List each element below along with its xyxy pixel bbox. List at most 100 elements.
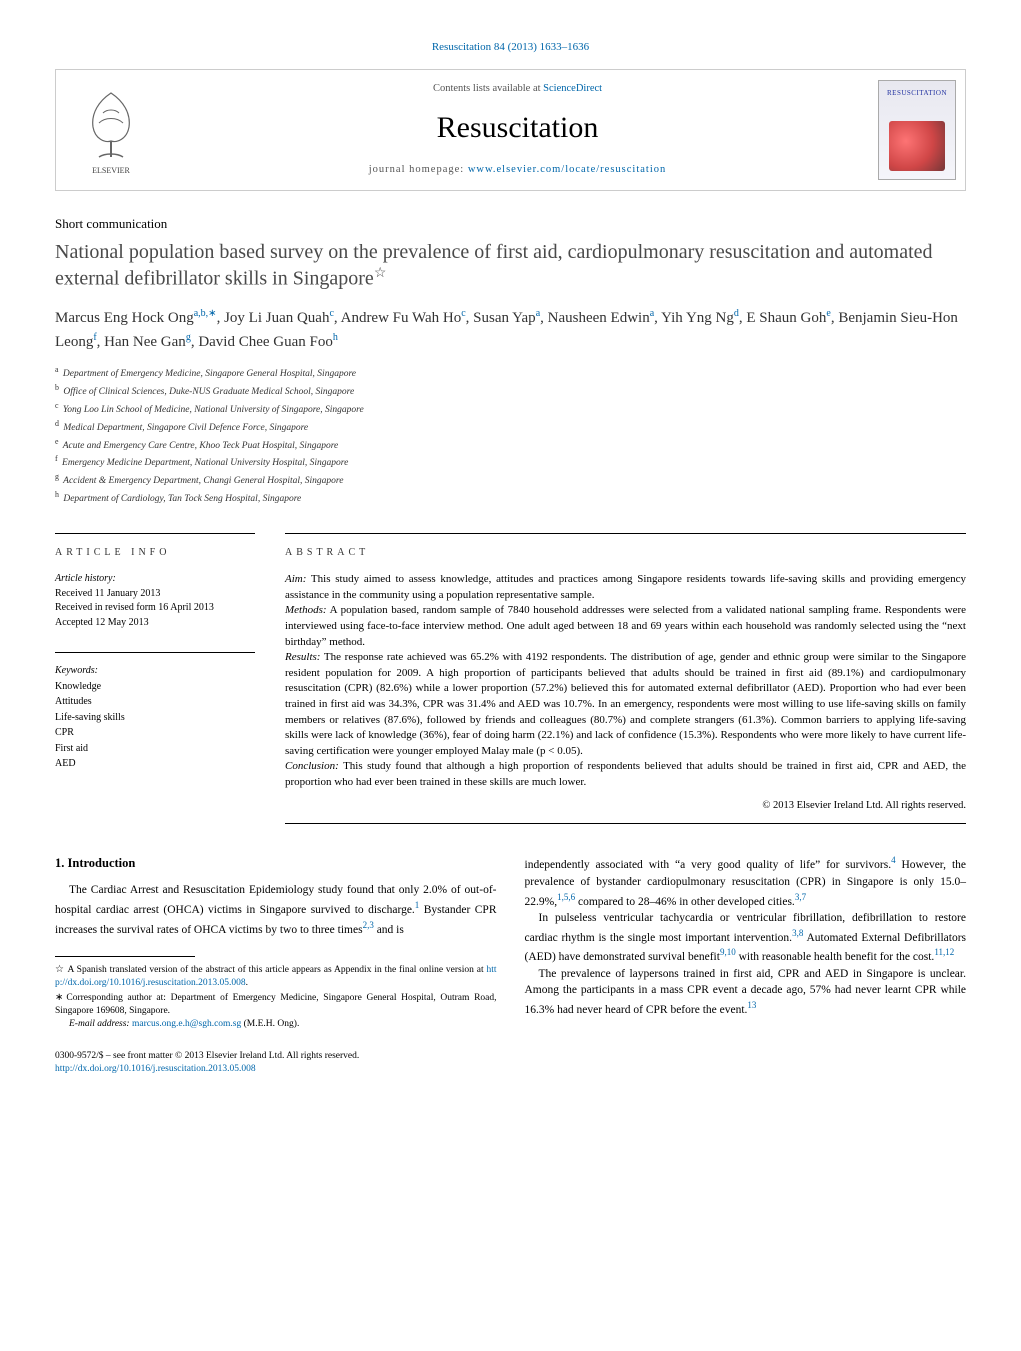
author: Andrew Fu Wah Ho <box>341 310 462 326</box>
body-text: with reasonable health benefit for the c… <box>736 951 935 963</box>
affil-key: h <box>55 490 59 499</box>
affil-key: f <box>55 454 58 463</box>
contents-prefix: Contents lists available at <box>433 83 543 94</box>
article-title-text: National population based survey on the … <box>55 241 933 290</box>
abstract-para-label: Conclusion: <box>285 760 339 772</box>
body-text: The prevalence of laypersons trained in … <box>525 968 967 1016</box>
abstract-column: abstract Aim: This study aimed to assess… <box>285 533 966 824</box>
copyright-line: © 2013 Elsevier Ireland Ltd. All rights … <box>285 799 966 814</box>
author: Nausheen Edwin <box>548 310 650 326</box>
affiliation: b Office of Clinical Sciences, Duke-NUS … <box>55 382 966 400</box>
author: David Chee Guan Foo <box>198 334 333 350</box>
info-divider <box>55 652 255 653</box>
author-affil-sup: c <box>461 308 465 319</box>
affil-key: b <box>55 383 59 392</box>
footnote-text: . <box>246 978 248 988</box>
footnotes: ☆A Spanish translated version of the abs… <box>55 963 497 1031</box>
author-affil-sup: f <box>93 332 96 343</box>
body-text: compared to 28–46% in other developed ci… <box>575 895 795 907</box>
citation-ref[interactable]: 3,7 <box>795 892 806 902</box>
journal-cover-thumbnail: RESUSCITATION <box>878 80 956 180</box>
article-info-heading: article info <box>55 546 255 560</box>
article-title: National population based survey on the … <box>55 239 966 292</box>
journal-title: Resuscitation <box>437 107 599 149</box>
elsevier-tree-icon: ELSEVIER <box>69 83 154 178</box>
intro-para-4: The prevalence of laypersons trained in … <box>525 966 967 1019</box>
author-affil-sup: a <box>650 308 654 319</box>
author: E Shaun Goh <box>746 310 826 326</box>
citation-ref[interactable]: 2,3 <box>363 920 374 930</box>
author: Joy Li Juan Quah <box>224 310 329 326</box>
header-center: Contents lists available at ScienceDirec… <box>166 70 869 189</box>
affiliation: g Accident & Emergency Department, Chang… <box>55 471 966 489</box>
affil-key: g <box>55 472 59 481</box>
footnote-rule <box>55 956 195 957</box>
spanish-note: ☆A Spanish translated version of the abs… <box>55 963 497 991</box>
email-line: E-mail address: marcus.ong.e.h@sgh.com.s… <box>55 1018 497 1031</box>
cover-thumb-cell: RESUSCITATION <box>869 70 965 189</box>
abstract-paragraph: Results: The response rate achieved was … <box>285 650 966 759</box>
author-email-link[interactable]: marcus.ong.e.h@sgh.com.sg <box>132 1019 241 1029</box>
corresponding-author: ∗Corresponding author at: Department of … <box>55 991 497 1019</box>
affiliation: c Yong Loo Lin School of Medicine, Natio… <box>55 400 966 418</box>
keywords-block: Keywords: Knowledge Attitudes Life-saving … <box>55 663 255 772</box>
author-affil-sup: d <box>734 308 739 319</box>
footer-block: 0300-9572/$ – see front matter © 2013 El… <box>55 1050 966 1077</box>
affiliation: f Emergency Medicine Department, Nationa… <box>55 453 966 471</box>
footnote-text: (M.E.H. Ong). <box>241 1019 299 1029</box>
footnote-text: A Spanish translated version of the abst… <box>67 965 486 975</box>
keyword: Attitudes <box>55 696 92 707</box>
footnote-text: Corresponding author at: Department of E… <box>55 993 497 1016</box>
author-affil-sup: c <box>329 308 333 319</box>
abstract-para-label: Aim: <box>285 573 306 585</box>
author: Yih Yng Ng <box>661 310 734 326</box>
author-affil-sup: h <box>333 332 338 343</box>
affiliation: e Acute and Emergency Care Centre, Khoo … <box>55 436 966 454</box>
abstract-para-label: Methods: <box>285 604 327 616</box>
homepage-line: journal homepage: www.elsevier.com/locat… <box>369 163 667 178</box>
body-text: independently associated with “a very go… <box>525 859 892 871</box>
svg-text:ELSEVIER: ELSEVIER <box>92 166 130 175</box>
article-info-column: article info Article history: Received 1… <box>55 533 255 824</box>
info-abstract-block: article info Article history: Received 1… <box>55 523 966 824</box>
citation-ref[interactable]: 3,8 <box>792 928 803 938</box>
footnote-star-icon: ☆ <box>55 964 64 975</box>
abstract-heading: abstract <box>285 546 966 560</box>
keywords-list: KnowledgeAttitudesLife-saving skillsCPRF… <box>55 681 125 770</box>
article-body: 1. Introduction The Cardiac Arrest and R… <box>55 854 966 1031</box>
affil-key: c <box>55 401 59 410</box>
citation-ref[interactable]: 9,10 <box>720 947 736 957</box>
keyword: AED <box>55 758 76 769</box>
sciencedirect-link[interactable]: ScienceDirect <box>543 83 602 94</box>
citation-ref[interactable]: 11,12 <box>934 947 954 957</box>
author-affil-sup: e <box>826 308 830 319</box>
abstract-body: Aim: This study aimed to assess knowledg… <box>285 572 966 791</box>
footer-doi-link[interactable]: http://dx.doi.org/10.1016/j.resuscitatio… <box>55 1064 256 1074</box>
affil-key: a <box>55 365 59 374</box>
author-affil-sup: g <box>186 332 191 343</box>
cover-title-label: RESUSCITATION <box>879 89 955 99</box>
elsevier-logo-cell: ELSEVIER <box>56 70 166 189</box>
footnote-asterisk-icon: ∗ <box>55 992 63 1003</box>
keywords-label: Keywords: <box>55 665 98 676</box>
citation-ref[interactable]: 13 <box>747 1000 756 1010</box>
abstract-para-label: Results: <box>285 651 320 663</box>
history-received: Received 11 January 2013 <box>55 588 160 599</box>
body-text: and is <box>374 923 404 935</box>
keyword: Life-saving skills <box>55 712 125 723</box>
history-label: Article history: <box>55 573 116 584</box>
article-history: Article history: Received 11 January 201… <box>55 572 255 630</box>
author: Han Nee Gan <box>104 334 186 350</box>
keyword: Knowledge <box>55 681 101 692</box>
affiliation: d Medical Department, Singapore Civil De… <box>55 418 966 436</box>
affiliation: h Department of Cardiology, Tan Tock Sen… <box>55 489 966 507</box>
homepage-prefix: journal homepage: <box>369 164 468 175</box>
history-revised: Received in revised form 16 April 2013 <box>55 602 214 613</box>
keyword: First aid <box>55 743 88 754</box>
intro-para-2: independently associated with “a very go… <box>525 854 967 910</box>
history-accepted: Accepted 12 May 2013 <box>55 617 149 628</box>
citation-ref[interactable]: 1,5,6 <box>557 892 575 902</box>
homepage-link[interactable]: www.elsevier.com/locate/resuscitation <box>468 164 666 175</box>
affil-key: e <box>55 437 59 446</box>
author-list: Marcus Eng Hock Onga,b,∗, Joy Li Juan Qu… <box>55 306 966 355</box>
